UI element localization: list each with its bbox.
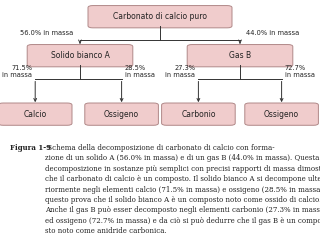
Text: Solido bianco A: Solido bianco A	[51, 51, 109, 60]
Text: Figura 1-9: Figura 1-9	[10, 144, 51, 152]
FancyBboxPatch shape	[85, 103, 158, 125]
FancyBboxPatch shape	[245, 103, 318, 125]
FancyBboxPatch shape	[187, 45, 293, 67]
Text: Gas B: Gas B	[229, 51, 251, 60]
Text: Carbonato di calcio puro: Carbonato di calcio puro	[113, 12, 207, 21]
Text: 27.3%
in massa: 27.3% in massa	[165, 65, 195, 78]
Text: Carbonio: Carbonio	[181, 110, 216, 119]
Text: 71.5%
in massa: 71.5% in massa	[2, 65, 32, 78]
FancyBboxPatch shape	[88, 6, 232, 28]
FancyBboxPatch shape	[0, 103, 72, 125]
Text: Schema della decomposizione di carbonato di calcio con forma-
zione di un solido: Schema della decomposizione di carbonato…	[45, 144, 320, 235]
Text: Ossigeno: Ossigeno	[264, 110, 299, 119]
FancyBboxPatch shape	[162, 103, 235, 125]
FancyBboxPatch shape	[27, 45, 133, 67]
Text: 44.0% in massa: 44.0% in massa	[246, 30, 300, 36]
Text: Calcio: Calcio	[24, 110, 47, 119]
Text: Ossigeno: Ossigeno	[104, 110, 139, 119]
Text: 72.7%
in massa: 72.7% in massa	[285, 65, 315, 78]
Text: 28.5%
in massa: 28.5% in massa	[125, 65, 155, 78]
Text: 56.0% in massa: 56.0% in massa	[20, 30, 74, 36]
